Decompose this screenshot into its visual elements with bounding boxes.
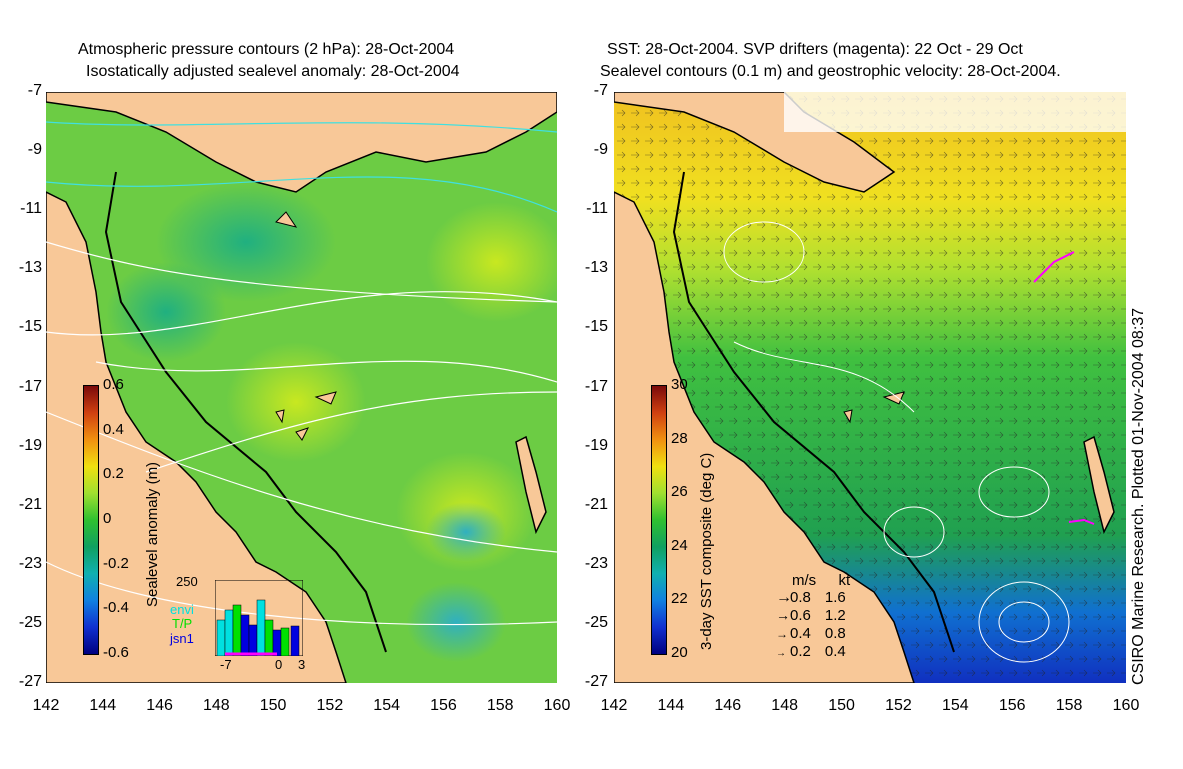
- right-cbtick-1: 28: [671, 429, 688, 447]
- right-title-line2: Sealevel contours (0.1 m) and geostrophi…: [600, 63, 1061, 80]
- right-xtick-7: 156: [998, 697, 1026, 714]
- left-colorbar: [83, 385, 99, 655]
- velocity-ms: 0.4: [790, 625, 811, 642]
- left-ytick-4: -15: [18, 318, 42, 336]
- left-inset-histogram: [214, 579, 304, 657]
- inset-svg: [214, 579, 304, 657]
- velocity-legend-row-0: →0.8 1.6: [776, 589, 846, 607]
- left-ytick-7: -21: [18, 495, 42, 513]
- left-xtick-1: 144: [89, 697, 117, 714]
- right-sst-map: [614, 92, 1126, 683]
- right-xtick-4: 150: [828, 697, 855, 714]
- velocity-legend-row-2: → 0.4 0.8: [776, 625, 846, 642]
- velocity-arrow-icon: →: [776, 607, 790, 623]
- left-ytick-6: -19: [18, 436, 42, 454]
- right-xtick-5: 152: [885, 697, 912, 714]
- right-xtick-1: 144: [657, 697, 685, 714]
- left-cbtick-1: 0.4: [103, 420, 124, 438]
- right-ytick-9: -25: [584, 613, 608, 631]
- right-ytick-5: -17: [584, 377, 608, 395]
- right-cbtick-2: 26: [671, 483, 688, 501]
- right-ytick-10: -27: [584, 673, 608, 690]
- left-cbtick-4: -0.2: [103, 554, 129, 572]
- credit-text: CSIRO Marine Research. Plotted 01-Nov-20…: [1130, 307, 1147, 685]
- velocity-header-kt: kt: [838, 572, 851, 589]
- velocity-kt: 1.2: [824, 607, 846, 624]
- left-xtick-9: 160: [543, 697, 571, 714]
- velocity-ms: 0.2: [790, 643, 811, 660]
- inset-xtick-2: 0: [275, 657, 283, 672]
- velocity-ms: 0.6: [790, 607, 811, 624]
- left-cbtick-5: -0.4: [103, 599, 129, 617]
- left-cbtick-2: 0.2: [103, 465, 124, 483]
- right-cbtick-3: 24: [671, 536, 688, 554]
- left-land-png: [46, 92, 557, 193]
- right-ytick-8: -23: [584, 554, 608, 572]
- left-xtick-3: 148: [202, 697, 230, 714]
- right-cbtick-4: 22: [671, 590, 688, 608]
- left-ytick-2: -11: [20, 200, 42, 218]
- left-map-svg: [46, 92, 557, 683]
- right-xtick-2: 146: [714, 697, 742, 714]
- right-xtick-3: 148: [771, 697, 798, 714]
- left-xtick-4: 150: [259, 697, 287, 714]
- velocity-legend-header: m/s kt: [792, 572, 850, 589]
- velocity-arrow-icon: →: [776, 627, 788, 641]
- left-xtick-6: 154: [373, 697, 400, 714]
- left-xtick-8: 158: [486, 697, 514, 714]
- right-colorbar-label: 3-day SST composite (deg C): [698, 452, 715, 650]
- right-xtick-6: 154: [941, 697, 969, 714]
- right-ytick-6: -19: [584, 436, 608, 454]
- left-ytick-9: -25: [18, 613, 42, 631]
- left-xtick-7: 156: [430, 697, 457, 714]
- right-xtick-0: 142: [600, 697, 628, 714]
- right-ytick-0: -7: [593, 82, 608, 99]
- inset-xtick-1: -7: [220, 657, 232, 672]
- right-ytick-7: -21: [584, 495, 608, 513]
- left-ytick-10: -27: [18, 673, 42, 690]
- left-cbtick-0: 0.6: [103, 376, 124, 393]
- velocity-arrow-icon: →: [776, 589, 792, 606]
- left-ytick-0: -7: [27, 82, 42, 99]
- velocity-kt: 1.6: [824, 589, 846, 606]
- left-ytick-3: -13: [18, 259, 42, 277]
- velocity-legend-row-1: →0.6 1.2: [776, 607, 846, 624]
- left-sealevel-map: [46, 92, 557, 683]
- left-xtick-5: 152: [316, 697, 344, 714]
- right-map-svg: [614, 92, 1126, 683]
- left-title-line1: Atmospheric pressure contours (2 hPa): 2…: [78, 41, 455, 58]
- velocity-arrow-icon: →: [776, 648, 786, 659]
- right-ytick-1: -9: [593, 141, 608, 159]
- inset-legend-jsn1: jsn1: [170, 631, 194, 646]
- velocity-kt: 0.4: [824, 643, 846, 660]
- right-ytick-2: -11: [586, 200, 608, 218]
- velocity-legend-row-3: → 0.2 0.4: [776, 643, 846, 660]
- right-xtick-8: 158: [1055, 697, 1083, 714]
- right-cbtick-0: 30: [671, 376, 688, 393]
- right-land-australia: [614, 191, 915, 683]
- left-land-australia: [46, 191, 347, 683]
- right-colorbar: [651, 385, 667, 655]
- left-cbtick-3: 0: [103, 510, 112, 527]
- inset-xtick-3: 3: [298, 657, 306, 672]
- right-ytick-4: -15: [584, 318, 608, 336]
- right-ytick-3: -13: [584, 259, 608, 277]
- right-cbtick-5: 20: [671, 644, 688, 661]
- inset-legend-envi: envi: [170, 602, 194, 617]
- velocity-kt: 0.8: [824, 625, 846, 642]
- left-xtick-2: 146: [146, 697, 173, 714]
- right-xtick-9: 160: [1112, 697, 1140, 714]
- left-cbtick-6: -0.6: [103, 644, 129, 661]
- left-ytick-1: -9: [27, 141, 42, 159]
- inset-ytick: 250: [176, 574, 198, 589]
- inset-legend-tp: T/P: [172, 616, 193, 631]
- left-xtick-0: 142: [32, 697, 60, 714]
- left-colorbar-label: Sealevel anomaly (m): [144, 461, 161, 607]
- velocity-header-ms: m/s: [792, 572, 817, 589]
- left-ytick-5: -17: [18, 377, 42, 395]
- velocity-ms: 0.8: [790, 589, 811, 606]
- left-ytick-8: -23: [18, 554, 42, 572]
- right-title-line1: SST: 28-Oct-2004. SVP drifters (magenta)…: [607, 41, 1023, 58]
- left-title-line2: Isostatically adjusted sealevel anomaly:…: [86, 63, 460, 80]
